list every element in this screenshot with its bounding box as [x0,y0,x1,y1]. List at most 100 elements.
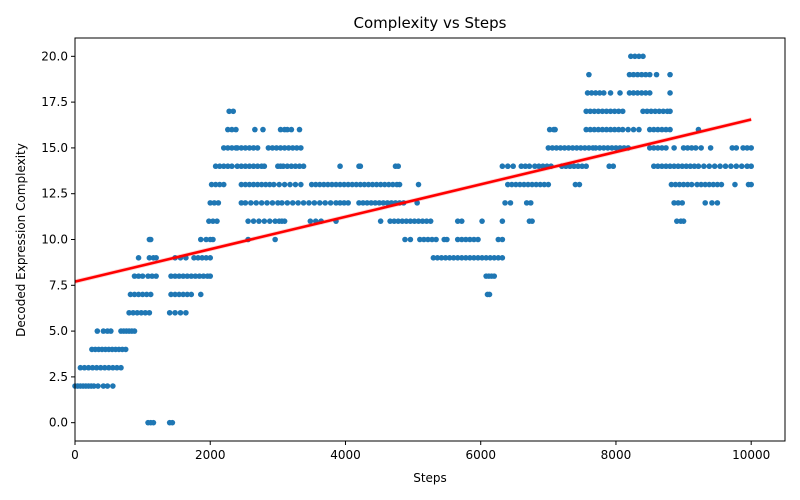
data-point [147,291,154,298]
data-point [295,200,301,206]
data-point [225,126,231,133]
data-point [238,200,245,206]
data-point [483,255,489,261]
data-point [135,255,142,261]
data-point [430,255,437,261]
data-point [619,108,626,115]
data-point [667,90,673,96]
data-point [146,255,153,261]
data-point [591,108,598,115]
data-point [706,181,713,188]
data-point [499,236,506,243]
data-point [541,181,548,188]
data-point [172,273,178,279]
data-point [369,181,376,188]
y-tick-label: 7.5 [49,278,68,292]
data-point [377,218,384,224]
data-point [646,126,653,133]
data-point [277,126,284,133]
data-point [518,163,525,170]
data-point [229,163,235,170]
data-point [316,200,323,206]
data-point [663,126,669,133]
data-point [252,126,258,133]
data-point [166,309,173,316]
data-point [499,255,506,261]
data-point [322,200,328,206]
data-point [415,218,422,224]
data-point [407,218,414,224]
data-point [510,163,516,170]
data-point [387,218,393,224]
data-point [471,236,477,243]
data-point [220,163,227,170]
data-point [533,181,539,188]
data-point [487,255,493,261]
data-point [680,181,687,188]
data-point [495,236,502,243]
data-point [276,181,283,188]
data-point [546,126,553,133]
data-point [659,145,665,151]
data-point [628,53,634,60]
data-point [277,145,284,151]
data-point [599,126,606,133]
data-point [377,181,384,188]
data-point [651,126,657,133]
data-point [280,163,287,170]
data-point [279,200,285,206]
data-point [446,255,453,261]
data-point [260,126,266,133]
data-point [499,163,506,170]
data-point [110,364,116,371]
data-point [425,236,431,243]
data-point [266,218,273,224]
data-point [646,145,653,151]
data-point [254,163,261,170]
data-point [607,126,614,133]
data-point [630,71,637,78]
data-point [692,145,699,151]
data-point [576,181,583,188]
data-point [139,273,146,279]
data-point [329,181,335,188]
data-point [611,126,618,133]
data-point [648,108,654,115]
data-point [728,163,734,170]
data-point [254,181,261,188]
data-point [333,181,339,188]
data-point [275,200,281,206]
data-point [345,200,351,206]
data-point [127,291,134,298]
data-point [248,200,254,206]
data-point [373,181,380,188]
data-point [216,163,223,170]
data-point [644,108,650,115]
data-point [652,108,658,115]
data-point [586,71,592,78]
data-point [264,200,270,206]
data-point [694,181,700,188]
data-point [172,309,178,316]
data-point [433,236,439,243]
data-point [479,218,485,224]
y-axis-title: Decoded Expression Complexity [14,143,28,337]
data-point [583,108,589,115]
data-point [595,108,602,115]
data-point [242,163,249,170]
data-point [337,181,343,188]
data-point [458,236,465,243]
data-point [525,181,531,188]
data-point [479,255,485,261]
data-point [142,309,149,316]
data-point [722,163,729,170]
data-point [609,145,615,151]
data-point [172,291,178,298]
data-point [607,90,614,96]
data-point [226,108,232,115]
data-point [698,181,704,188]
data-point [740,145,746,151]
data-point [529,181,535,188]
data-point [733,163,740,170]
data-point [565,145,572,151]
